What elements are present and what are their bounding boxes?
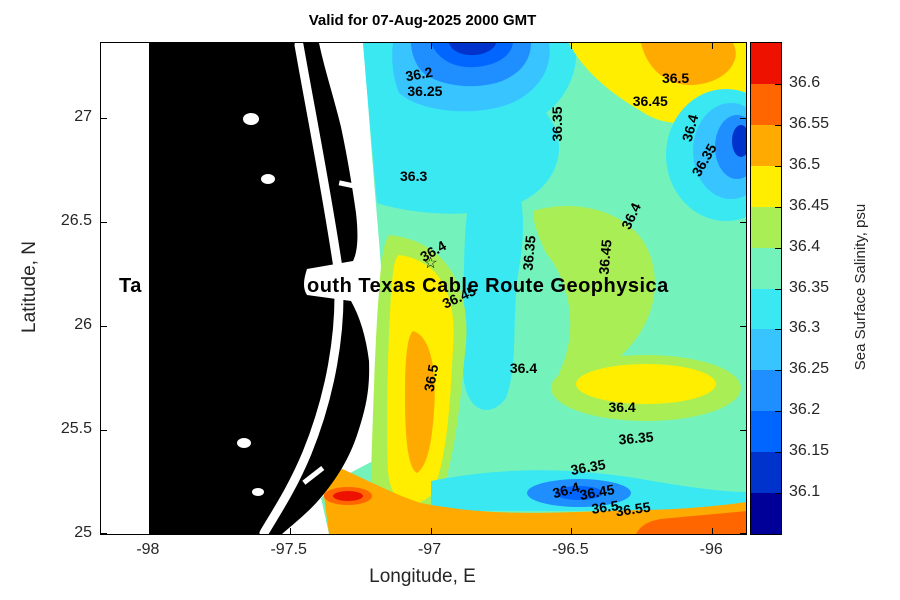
colorbar-band: [751, 288, 781, 330]
y-tick-label: 25.5: [60, 419, 92, 437]
colorbar-tick-label: 36.6: [789, 73, 821, 91]
colorbar-band: [751, 452, 781, 494]
land-mass: [149, 43, 370, 534]
y-tick-mark: [740, 325, 746, 327]
inland-bay: [237, 438, 251, 448]
mainland: [149, 43, 370, 534]
overlay-title-fragment-left: Ta: [119, 275, 142, 297]
colorbar-band: [751, 411, 781, 453]
colorbar-tick-label: 36.4: [789, 237, 821, 255]
colorbar-tick-label: 36.1: [789, 483, 821, 501]
colorbar-tick-mark: [775, 329, 781, 331]
colorbar-tick-mark: [775, 247, 781, 249]
colorbar-band: [751, 206, 781, 248]
salinity-contour-map: [149, 43, 746, 534]
colorbar-tick-label: 36.2: [789, 401, 821, 419]
y-tick-mark: [740, 221, 746, 223]
colorbar-band: [751, 43, 781, 84]
colorbar-tick-mark: [775, 411, 781, 413]
inland-bay: [252, 488, 264, 496]
x-tick-mark: [712, 43, 714, 49]
colorbar-tick-label: 36.35: [789, 278, 830, 296]
colorbar-tick-label: 36.25: [789, 360, 830, 378]
inland-bay: [261, 174, 275, 184]
colorbar-tick-label: 36.45: [789, 196, 830, 214]
x-tick-mark: [430, 43, 432, 49]
colorbar-band: [751, 83, 781, 125]
band-36.50-left-core: [405, 331, 435, 473]
y-tick-mark: [101, 429, 107, 431]
y-tick-label: 27: [74, 107, 92, 125]
colorbar-tick-mark: [775, 452, 781, 454]
x-tick-mark: [148, 43, 150, 49]
plot-area: 36.2 36.25 36.3 36.45 36.5 36.35 36.4 36.35 36.4…: [100, 42, 747, 535]
y-tick-mark: [101, 221, 107, 223]
x-axis-label: Longitude, E: [369, 566, 476, 587]
colorbar-tick-label: 36.5: [789, 155, 821, 173]
colorbar-tick-label: 36.55: [789, 114, 830, 132]
colorbar-tick-mark: [775, 165, 781, 167]
band-36.60-left-sliver: [333, 491, 363, 501]
y-tick-mark: [101, 117, 107, 119]
x-tick-mark: [571, 528, 573, 534]
colorbar-tick-mark: [775, 288, 781, 290]
band-36.15-bottom-pocket: [555, 486, 603, 500]
x-tick-mark: [148, 528, 150, 534]
band-36.10-top: [449, 43, 496, 56]
salinity-field: [319, 43, 746, 534]
x-tick-label: -96: [699, 541, 723, 558]
y-axis-label: Latitude, N: [19, 241, 40, 333]
laguna-madre: [259, 43, 344, 534]
colorbar-band: [751, 247, 781, 289]
band-36.55-bottom-core: [636, 511, 746, 534]
x-tick-mark: [289, 43, 291, 49]
x-tick-mark: [571, 43, 573, 49]
colorbar-band: [751, 124, 781, 166]
y-tick-label: 26.5: [60, 211, 92, 229]
band-36.50-topright-core: [641, 43, 736, 86]
colorbar: [750, 42, 782, 535]
band-36.30-center: [463, 138, 523, 411]
barrier-island-inlet: [338, 180, 366, 191]
x-tick-mark: [712, 528, 714, 534]
inland-bay: [243, 113, 259, 125]
x-tick-mark: [430, 528, 432, 534]
colorbar-tick-label: 36.15: [789, 442, 830, 460]
colorbar-tick-mark: [775, 493, 781, 495]
colorbar-tick-mark: [775, 124, 781, 126]
colorbar-tick-mark: [775, 83, 781, 85]
colorbar-tick-mark: [775, 370, 781, 372]
y-tick-mark: [101, 533, 107, 534]
colorbar-band: [751, 329, 781, 371]
band-36.50-bottom: [319, 459, 746, 534]
barrier-island-inlet: [302, 466, 325, 485]
y-tick-mark: [101, 325, 107, 327]
y-tick-label: 26: [74, 315, 92, 333]
colorbar-band: [751, 493, 781, 535]
y-tick-mark: [740, 533, 746, 534]
y-tick-mark: [740, 117, 746, 119]
x-tick-label: -96.5: [552, 541, 589, 558]
x-tick-mark: [289, 528, 291, 534]
colorbar-tick-mark: [775, 206, 781, 208]
colorbar-band: [751, 165, 781, 207]
y-tick-mark: [740, 429, 746, 431]
colorbar-band: [751, 370, 781, 412]
x-tick-label: -97: [417, 541, 442, 558]
colorbar-gradient: [751, 43, 781, 535]
x-tick-label: -98: [136, 541, 160, 558]
y-tick-label: 25: [74, 524, 92, 541]
colorbar-tick-label: 36.3: [789, 319, 821, 337]
band-36.45-midright: [576, 364, 716, 404]
x-tick-label: -97.5: [270, 541, 307, 558]
band-36.40-right-diagonal: [533, 205, 655, 378]
overlay-title-fragment-right: outh Texas Cable Route Geophysica: [307, 275, 669, 297]
band-36.10-right-core: [732, 125, 746, 157]
colorbar-label: Sea Surface Salinity, psu: [852, 203, 869, 371]
plot-title: Valid for 07-Aug-2025 2000 GMT: [308, 12, 537, 29]
